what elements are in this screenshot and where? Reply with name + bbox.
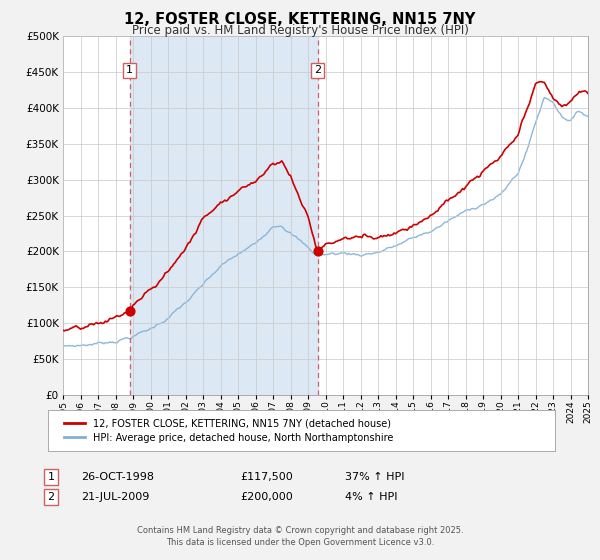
Text: 2: 2 [314, 66, 321, 76]
Text: 12, FOSTER CLOSE, KETTERING, NN15 7NY: 12, FOSTER CLOSE, KETTERING, NN15 7NY [124, 12, 476, 27]
Text: Contains HM Land Registry data © Crown copyright and database right 2025.: Contains HM Land Registry data © Crown c… [137, 526, 463, 535]
Text: 21-JUL-2009: 21-JUL-2009 [81, 492, 149, 502]
Bar [130, 36, 317, 395]
Text: 1: 1 [47, 472, 55, 482]
Point [313, 247, 322, 256]
Text: 2: 2 [47, 492, 55, 502]
Point [125, 306, 134, 315]
Text: £117,500: £117,500 [240, 472, 293, 482]
Legend: 12, FOSTER CLOSE, KETTERING, NN15 7NY (detached house), HPI: Average price, deta: 12, FOSTER CLOSE, KETTERING, NN15 7NY (d… [58, 412, 399, 449]
Text: 37% ↑ HPI: 37% ↑ HPI [345, 472, 404, 482]
Text: This data is licensed under the Open Government Licence v3.0.: This data is licensed under the Open Gov… [166, 538, 434, 547]
Text: 1: 1 [126, 66, 133, 76]
Text: 4% ↑ HPI: 4% ↑ HPI [345, 492, 398, 502]
Text: Price paid vs. HM Land Registry's House Price Index (HPI): Price paid vs. HM Land Registry's House … [131, 24, 469, 36]
Text: £200,000: £200,000 [240, 492, 293, 502]
Text: 26-OCT-1998: 26-OCT-1998 [81, 472, 154, 482]
